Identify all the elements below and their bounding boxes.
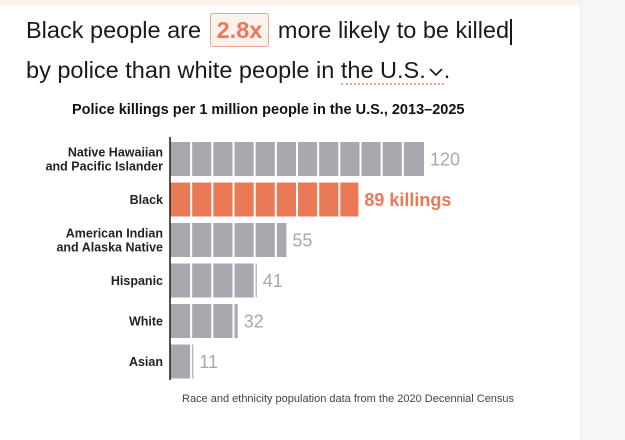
category-label: Black [130,193,163,207]
value-label: 55 [292,231,312,251]
headline-line-2: by police than white people in the U.S.. [26,50,576,90]
bar [170,182,359,217]
category-label: and Pacific Islander [46,160,164,174]
bar [170,223,287,257]
value-label: 120 [430,150,460,170]
category-label: and Alaska Native [56,241,163,255]
chevron-down-icon [429,68,443,76]
headline-line-1: Black people are 2.8x more likely to be … [26,10,576,50]
bar [170,344,194,379]
headline-part2: more likely to be killed [277,17,510,43]
text-cursor [510,18,512,45]
chart-title: Police killings per 1 million people in … [72,102,465,118]
value-label: 11 [199,352,218,372]
category-label: Native Hawaiian [68,146,163,160]
bar [170,263,257,298]
top-strip [0,0,580,6]
category-label: Asian [129,355,163,369]
headline-part1: Black people are [26,17,202,43]
category-label: American Indian [66,227,163,241]
value-label: 32 [244,312,264,332]
headline-part3: by police than white people in [26,57,335,83]
region-selector[interactable]: the U.S. [340,57,444,85]
region-selector-label: the U.S. [340,57,426,83]
headline: Black people are 2.8x more likely to be … [26,10,576,90]
bar [170,304,238,338]
category-label: White [129,315,163,329]
value-label: 41 [263,271,283,291]
headline-end: . [443,57,451,83]
category-label: Hispanic [111,274,163,288]
right-panel [580,0,625,440]
value-label: 89 killings [364,190,451,210]
chart-source-note: Race and ethnicity population data from … [182,393,515,405]
ratio-badge: 2.8x [209,13,270,47]
